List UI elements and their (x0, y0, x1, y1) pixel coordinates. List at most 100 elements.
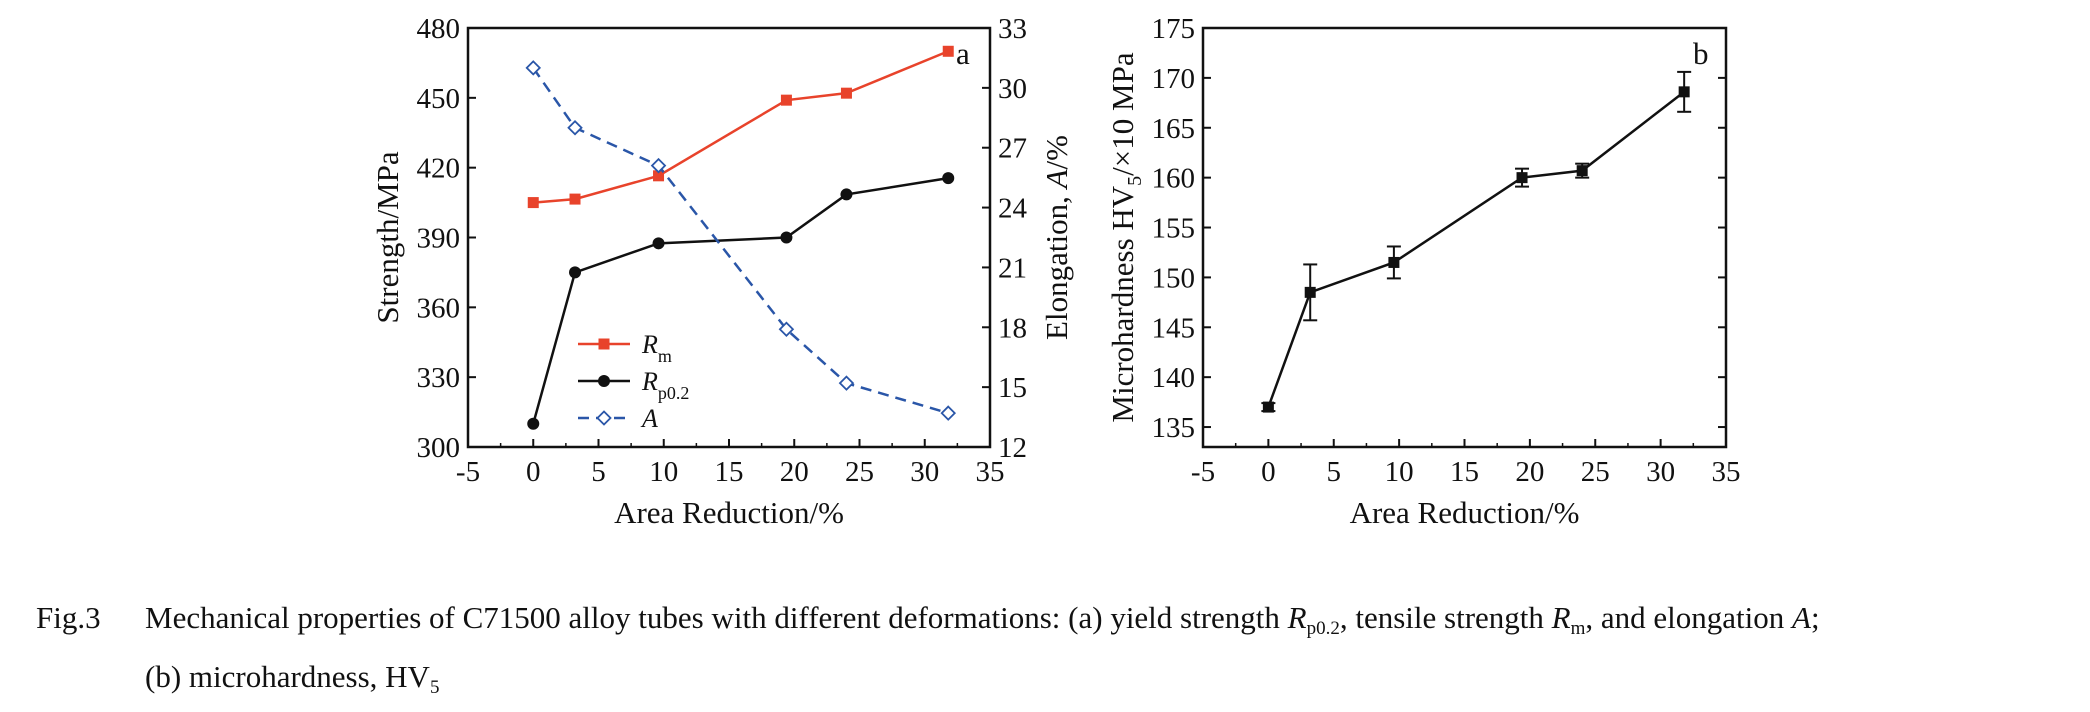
x-axis-label: Area Reduction/% (614, 495, 844, 530)
data-point (1516, 172, 1528, 184)
data-point (653, 170, 665, 182)
y-right-tick-label: 24 (998, 193, 1028, 225)
y-right-tick-label: 12 (998, 432, 1027, 464)
legend-marker (596, 410, 612, 426)
y-right-tick-label: 30 (998, 73, 1027, 105)
y-left-tick-label: 480 (417, 13, 461, 45)
x-tick-label: 35 (1712, 456, 1741, 488)
y-tick-label: 170 (1152, 63, 1196, 95)
x-tick-label: 10 (649, 456, 678, 488)
legend-label: A (640, 404, 658, 433)
caption-text: (b) microhardness, HV (145, 659, 430, 694)
y-tick-label: 165 (1152, 113, 1196, 145)
y-tick-label: 175 (1152, 13, 1196, 45)
data-point (567, 119, 583, 136)
series-line (533, 50, 949, 204)
y-right-axis-label: Elongation, A/% (1039, 135, 1074, 340)
y-left-tick-label: 360 (417, 292, 461, 324)
y-axis-label: Microhardness HV5/×10 MPa (1105, 52, 1146, 422)
data-point (1576, 165, 1588, 177)
caption-line-1: Fig.3 Mechanical properties of C71500 all… (36, 594, 2066, 653)
series-line (1267, 90, 1685, 408)
x-tick-label: 20 (780, 456, 809, 488)
caption-sub: p0.2 (1306, 618, 1340, 639)
y-left-tick-label: 450 (417, 83, 461, 115)
y-tick-label: 140 (1152, 362, 1196, 394)
y-left-tick-label: 390 (417, 223, 461, 255)
panel-label: a (956, 36, 970, 71)
caption-text: , and elongation (1585, 600, 1792, 635)
series-line (532, 176, 949, 425)
x-tick-label: -5 (1191, 456, 1215, 488)
x-tick-label: 0 (1261, 456, 1276, 488)
chart-b: -5 0 5 10 15 20 25 30 35 Area Reduction/% 135 140 14… (1105, 13, 1741, 530)
caption-text: , tensile strength (1339, 600, 1552, 635)
y-right-tick-label: 18 (998, 312, 1027, 344)
y-tick-label: 155 (1152, 213, 1196, 245)
y-right-tick-label: 33 (998, 13, 1027, 45)
panel-label: b (1693, 36, 1709, 71)
y-tick-label: 135 (1152, 412, 1196, 444)
plot-frame (466, 26, 992, 449)
y-tick-label: 150 (1152, 262, 1196, 294)
x-tick-label: 15 (1450, 456, 1479, 488)
data-point (940, 405, 957, 421)
x-tick-label: 5 (591, 456, 606, 488)
data-point (569, 193, 581, 205)
x-tick-label: 25 (1581, 456, 1610, 488)
y-right-tick-label: 27 (998, 133, 1027, 165)
legend-label: Rm (641, 330, 672, 366)
data-point (1388, 256, 1400, 268)
x-tick-label: 25 (845, 456, 874, 488)
chart-a: -5 0 5 10 15 20 25 30 35 Area Reduction/% 300 330 36… (370, 13, 1074, 530)
data-point (525, 60, 542, 76)
y-left-tick-label: 420 (417, 153, 461, 185)
y-left-tick-label: 330 (417, 362, 461, 394)
series-line (532, 67, 949, 415)
legend-marker (598, 338, 610, 350)
data-point (650, 157, 667, 174)
data-point (1678, 86, 1690, 98)
y-tick-label: 160 (1152, 163, 1196, 195)
figure-caption: Fig.3 Mechanical properties of C71500 all… (36, 594, 2066, 712)
x-tick-label: 30 (1646, 456, 1675, 488)
data-point (942, 172, 955, 185)
data-point (838, 375, 855, 391)
y-tick-label: 145 (1152, 312, 1196, 344)
data-point (1304, 286, 1316, 298)
caption-sub: 5 (429, 677, 440, 698)
caption-label: Fig.3 (36, 600, 101, 635)
plot-frame (1201, 26, 1728, 449)
caption-line-2: (b) microhardness, HV5 (36, 653, 2066, 712)
data-point (840, 188, 853, 201)
data-point (652, 237, 665, 250)
data-point (527, 197, 539, 209)
x-tick-label: 0 (526, 456, 541, 488)
data-point (780, 231, 793, 244)
x-tick-label: 15 (715, 456, 744, 488)
x-tick-label: -5 (456, 456, 480, 488)
x-tick-label: 30 (910, 456, 939, 488)
x-axis-label: Area Reduction/% (1350, 495, 1580, 530)
caption-text: Mechanical properties of C71500 alloy tu… (145, 600, 1288, 635)
data-point (840, 87, 852, 99)
caption-sub: m (1570, 618, 1586, 639)
x-tick-label: 20 (1515, 456, 1544, 488)
y-right-tick-label: 15 (998, 372, 1027, 404)
data-point (1262, 401, 1274, 413)
caption-var: R (1287, 600, 1307, 635)
y-right-tick-label: 21 (998, 252, 1027, 284)
legend-marker (598, 375, 610, 387)
data-point (780, 94, 792, 106)
x-tick-label: 35 (976, 456, 1005, 488)
data-point (569, 266, 582, 279)
x-tick-label: 10 (1385, 456, 1414, 488)
caption-var: A (1792, 600, 1811, 635)
data-point (778, 321, 795, 338)
data-point (942, 45, 954, 57)
caption-text: ; (1810, 600, 1820, 635)
legend-label: Rp0.2 (641, 367, 689, 403)
caption-var: R (1551, 600, 1571, 635)
data-point (527, 417, 540, 430)
